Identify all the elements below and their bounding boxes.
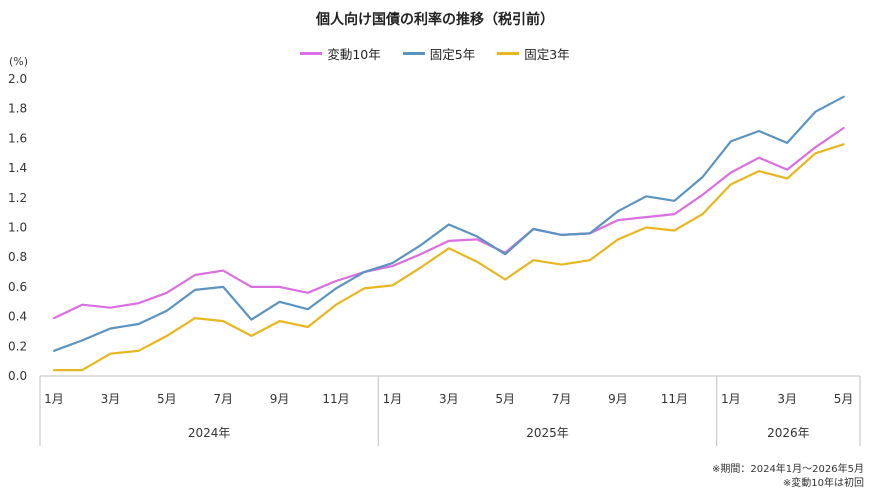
legend-item-fixed5: 固定5年	[402, 44, 476, 63]
x-tick-label: 5月	[834, 392, 854, 406]
y-tick-label: 1.6	[8, 131, 27, 145]
series-line-0	[52, 126, 845, 320]
y-tick-label: 1.0	[8, 221, 27, 235]
year-group-label: 2025年	[526, 426, 569, 440]
x-tick-label: 3月	[101, 392, 121, 406]
x-tick-label: 7月	[552, 392, 572, 406]
legend-label-fixed5: 固定5年	[429, 47, 476, 62]
legend-item-fixed3: 固定3年	[497, 44, 570, 63]
legend-swatch-floating10	[300, 52, 323, 55]
x-tick-label: 11月	[322, 392, 349, 406]
y-tick-label: 0.2	[8, 339, 27, 353]
y-tick-label: 0.4	[8, 310, 27, 324]
x-tick-label: 7月	[213, 392, 233, 406]
legend-item-floating10: 変動10年	[300, 44, 381, 63]
x-tick-label: 1月	[721, 392, 741, 406]
x-tick-label: 3月	[777, 392, 797, 406]
y-tick-label: 1.4	[8, 161, 27, 175]
year-group-label: 2024年	[188, 426, 231, 440]
y-tick-label: 1.8	[8, 102, 27, 116]
chart-title: 個人向け国債の利率の推移（税引前）	[316, 12, 554, 28]
legend-swatch-fixed5	[402, 52, 425, 55]
legend-swatch-fixed3	[497, 52, 520, 55]
x-tick-label: 11月	[661, 392, 688, 406]
chart-legend: 変動10年 固定5年 固定3年	[0, 44, 870, 63]
x-tick-label: 9月	[608, 392, 628, 406]
footnote-period: ※期間：2024年1月～2026年5月	[711, 464, 864, 475]
legend-label-floating10: 変動10年	[327, 47, 381, 62]
x-tick-label: 3月	[439, 392, 459, 406]
footnote-floating-note: ※変動10年は初回	[782, 478, 864, 489]
x-tick-label: 1月	[44, 392, 64, 406]
x-tick-label: 1月	[383, 392, 403, 406]
y-tick-label: 2.0	[8, 72, 27, 86]
y-tick-label: 1.2	[8, 191, 27, 205]
year-group-label: 2026年	[767, 426, 810, 440]
y-tick-label: 0.6	[8, 280, 27, 294]
x-tick-label: 5月	[495, 392, 515, 406]
x-tick-label: 9月	[270, 392, 290, 406]
y-axis-unit-label: (%)	[9, 55, 29, 68]
legend-label-fixed3: 固定3年	[524, 47, 570, 62]
y-tick-label: 0.0	[8, 369, 27, 383]
series-line-1	[52, 95, 845, 352]
x-tick-label: 5月	[157, 392, 177, 406]
series-line-2	[52, 143, 845, 372]
y-tick-label: 0.8	[8, 250, 27, 264]
